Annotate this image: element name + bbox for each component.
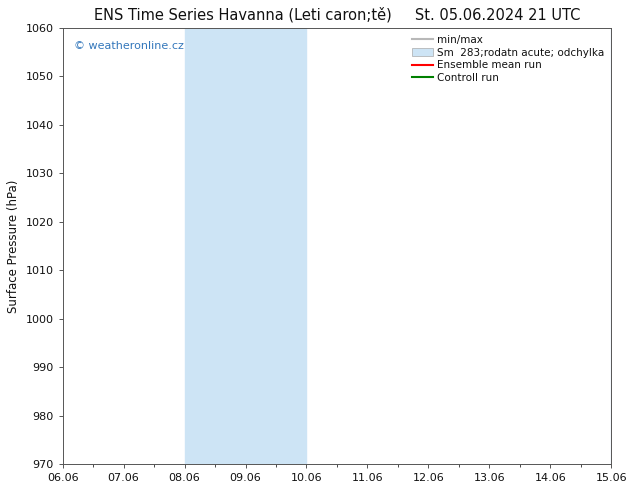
Title: ENS Time Series Havanna (Leti caron;tě)     St. 05.06.2024 21 UTC: ENS Time Series Havanna (Leti caron;tě) … xyxy=(94,7,580,23)
Bar xyxy=(184,28,306,464)
Legend: min/max, Sm  283;rodatn acute; odchylka, Ensemble mean run, Controll run: min/max, Sm 283;rodatn acute; odchylka, … xyxy=(410,33,606,85)
Text: © weatheronline.cz: © weatheronline.cz xyxy=(74,41,183,51)
Y-axis label: Surface Pressure (hPa): Surface Pressure (hPa) xyxy=(7,179,20,313)
Bar xyxy=(611,28,634,464)
